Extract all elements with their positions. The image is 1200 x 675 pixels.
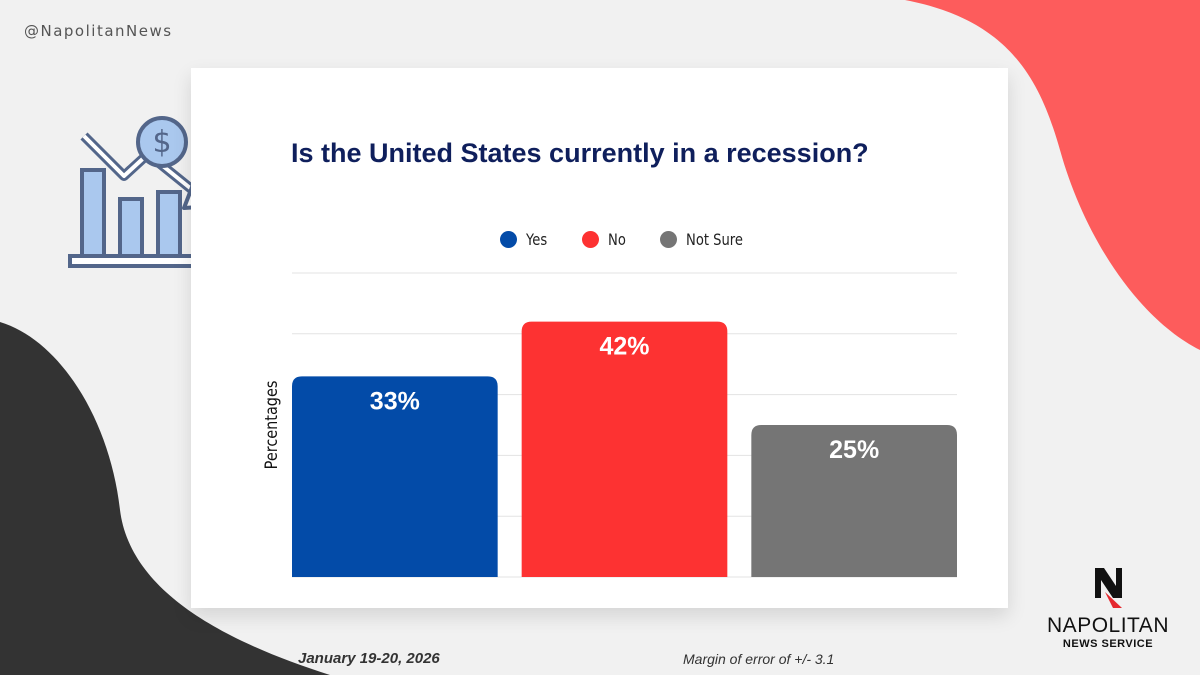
bar-yes (292, 376, 498, 577)
chart-title: Is the United States currently in a rece… (291, 138, 869, 168)
napolitan-n-icon (1095, 568, 1122, 608)
bars (292, 321, 957, 577)
logo-name: NAPOLITAN (1047, 614, 1169, 637)
social-handle: @NapolitanNews (24, 22, 173, 40)
data-label-yes: 33% (370, 387, 420, 415)
poll-date: January 19-20, 2026 (298, 650, 440, 667)
legend-label-yes: Yes (526, 230, 548, 249)
margin-of-error: Margin of error of +/- 3.1 (683, 651, 835, 667)
legend-item-yes: Yes (500, 230, 552, 249)
dark-blob-shape (0, 322, 330, 675)
legend-dot-no (581, 231, 599, 248)
napolitan-logo: NAPOLITAN NEWS SERVICE (1046, 566, 1170, 650)
y-axis-label: Percentages (261, 381, 281, 470)
bar-not-sure (751, 425, 957, 577)
chart-legend: Yes No Not Sure (500, 230, 785, 249)
legend-dot-not-sure (659, 231, 677, 248)
legend-dot-yes (500, 231, 517, 248)
legend-label-not-sure: Not Sure (685, 230, 743, 249)
data-label-not-sure: 25% (829, 436, 879, 464)
logo-subtitle: NEWS SERVICE (1062, 638, 1154, 650)
data-labels: 33% 42% 25% (370, 333, 879, 464)
legend-label-no: No (607, 230, 626, 249)
red-blob-shape (905, 0, 1200, 350)
legend-item-no: No (581, 230, 630, 249)
svg-text:$: $ (152, 125, 171, 160)
bar-no (521, 321, 728, 577)
data-label-no: 42% (599, 333, 649, 361)
legend-item-not-sure: Not Sure (659, 230, 755, 249)
